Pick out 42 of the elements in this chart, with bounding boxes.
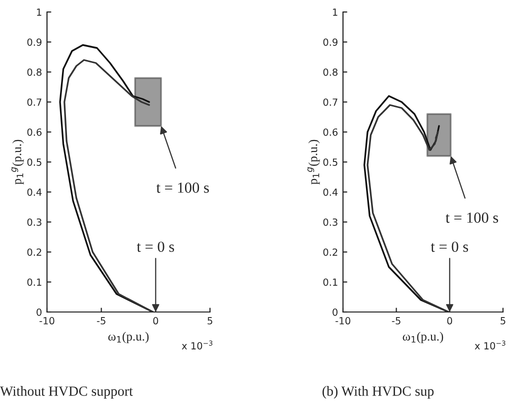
y-tick-label: 0.7 (27, 98, 42, 106)
x-axis-title: ω$_{1}$(p.u.) (108, 332, 149, 344)
y-tick-label: 0 (332, 308, 338, 316)
x-tick-label: -10 (336, 317, 350, 324)
text: (b) With HVDC sup (322, 386, 434, 399)
annotation: t = 100 s (156, 182, 209, 193)
text: x 10$^{−3}$ (474, 340, 506, 350)
y-tick-label: 0.2 (323, 248, 338, 256)
y-tick-label: 0.1 (323, 278, 338, 286)
x-tick-label: -5 (96, 317, 106, 324)
y-tick-label: 0.3 (323, 218, 338, 226)
y-axis-title: p$_{1}$$^{g}$(p.u.) (307, 140, 320, 184)
y-tick-label: 0.8 (27, 68, 42, 76)
y-tick-label: 0.7 (323, 98, 338, 106)
y-tick-label: 0.5 (323, 158, 338, 166)
x-tick-label: 5 (500, 317, 506, 324)
y-tick-label: 1 (333, 8, 338, 16)
x-tick-label: 0 (447, 317, 452, 324)
annotation: t = 0 s (430, 242, 468, 252)
x-tick-label: -10 (40, 317, 54, 324)
y-tick-label: 0.6 (323, 128, 338, 136)
x-tick-label: 0 (153, 317, 158, 324)
y-tick-label: 0.5 (27, 158, 42, 166)
annotation: t = 0 s (136, 242, 174, 252)
text: x 10$^{−3}$ (182, 340, 212, 350)
x-tick-label: 5 (208, 317, 212, 324)
y-tick-label: 0.1 (27, 278, 42, 286)
y-tick-label: 0.4 (27, 188, 42, 196)
y-tick-label: 1 (37, 8, 42, 16)
y-tick-label: 0.2 (27, 248, 42, 256)
y-tick-label: 0 (36, 308, 42, 316)
y-tick-label: 0.6 (27, 128, 42, 136)
x-axis-title: ω$_{1}$(p.u.) (402, 332, 444, 344)
annotation: t = 100 s (446, 212, 498, 223)
y-tick-label: 0.3 (27, 218, 42, 226)
y-axis-title: p$_{1}$$^{g}$(p.u.) (11, 140, 24, 184)
y-tick-label: 0.9 (323, 38, 338, 46)
y-tick-label: 0.8 (323, 68, 338, 76)
y-tick-label: 0.9 (27, 38, 42, 46)
y-tick-label: 0.4 (323, 188, 338, 196)
x-tick-label: -5 (392, 317, 400, 324)
text: Without HVDC support (0, 386, 133, 399)
